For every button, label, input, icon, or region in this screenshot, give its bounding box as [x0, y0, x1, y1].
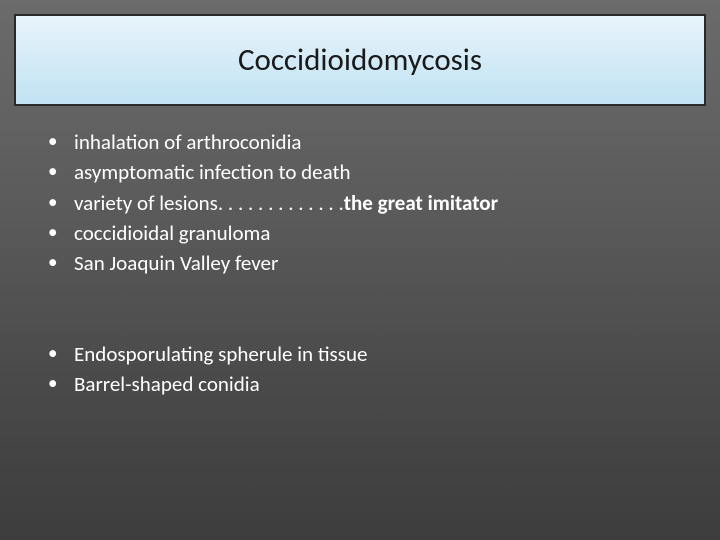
bullet-group-1: • inhalation of arthroconidia • asymptom…: [48, 128, 680, 278]
list-item: • San Joaquin Valley fever: [48, 249, 680, 277]
bullet-icon: •: [48, 158, 74, 186]
slide-title: Coccidioidomycosis: [238, 41, 482, 79]
bullet-text: Barrel-shaped conidia: [74, 370, 680, 398]
bullet-text: San Joaquin Valley fever: [74, 249, 680, 277]
list-item: • Endosporulating spherule in tissue: [48, 340, 680, 368]
list-item: • inhalation of arthroconidia: [48, 128, 680, 156]
bullet-text: inhalation of arthroconidia: [74, 128, 680, 156]
bullet-icon: •: [48, 189, 74, 217]
list-item: • asymptomatic infection to death: [48, 158, 680, 186]
bullet-text: asymptomatic infection to death: [74, 158, 680, 186]
bullet-icon: •: [48, 128, 74, 156]
bullet-icon: •: [48, 219, 74, 247]
bullet-text-prefix: variety of lesions. . . . . . . . . . . …: [74, 190, 344, 216]
bullet-icon: •: [48, 249, 74, 277]
list-item: • coccidioidal granuloma: [48, 219, 680, 247]
list-item: • Barrel-shaped conidia: [48, 370, 680, 398]
bullet-icon: •: [48, 340, 74, 368]
content-area: • inhalation of arthroconidia • asymptom…: [48, 128, 680, 400]
bullet-text: coccidioidal granuloma: [74, 219, 680, 247]
list-item: • variety of lesions. . . . . . . . . . …: [48, 189, 680, 217]
title-container: Coccidioidomycosis: [14, 14, 706, 106]
bullet-group-2: • Endosporulating spherule in tissue • B…: [48, 340, 680, 399]
bullet-text: variety of lesions. . . . . . . . . . . …: [74, 189, 680, 217]
bullet-icon: •: [48, 370, 74, 398]
bullet-text-bold: the great imitator: [344, 190, 498, 216]
bullet-text: Endosporulating spherule in tissue: [74, 340, 680, 368]
